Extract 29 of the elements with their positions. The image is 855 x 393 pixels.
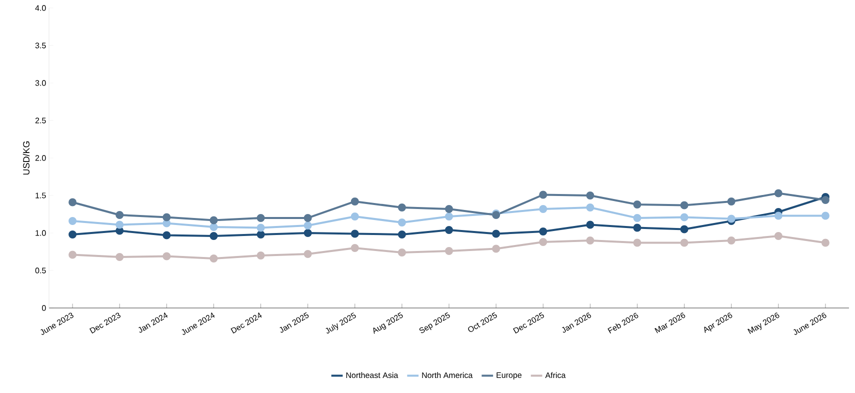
x-tick-label: June 2024 <box>182 312 215 335</box>
y-axis-title: USD/KG <box>22 141 30 175</box>
x-tick-label: June 2026 <box>793 312 826 335</box>
x-tick-label: Apr 2026 <box>704 312 732 333</box>
x-tick-label: Jan 2026 <box>562 312 592 333</box>
x-tick-label: Feb 2026 <box>608 312 638 334</box>
legend-label: Northeast Asia <box>346 372 398 378</box>
y-tick-label: 2.5 <box>35 118 46 124</box>
x-tick-label: June 2023 <box>40 312 74 335</box>
y-tick-label: 4.0 <box>35 5 46 11</box>
x-tick-label: Sep 2025 <box>419 312 450 334</box>
x-tick-label: Aug 2025 <box>373 312 403 334</box>
x-tick-label: Jan 2025 <box>280 312 309 333</box>
legend-label: Africa <box>545 372 566 378</box>
y-tick-label: 0 <box>42 305 46 311</box>
legend-label: Europe <box>496 372 522 380</box>
y-tick-label: 2.0 <box>35 155 46 161</box>
x-tick-label: Dec 2024 <box>230 312 262 334</box>
y-tick-label: 3.0 <box>35 80 46 86</box>
x-tick-label: Jan 2024 <box>138 312 168 333</box>
x-tick-label: July 2025 <box>326 312 356 334</box>
y-tick-label: 3.5 <box>35 42 46 48</box>
x-tick-label: Dec 2023 <box>90 312 121 334</box>
x-tick-label: May 2026 <box>748 312 780 334</box>
legend-label: North America <box>422 372 473 378</box>
y-tick-label: 1.0 <box>36 230 46 236</box>
y-tick-label: 1.5 <box>36 192 46 198</box>
x-tick-label: Mar 2026 <box>654 312 686 334</box>
y-tick-label: 0.5 <box>35 268 46 274</box>
